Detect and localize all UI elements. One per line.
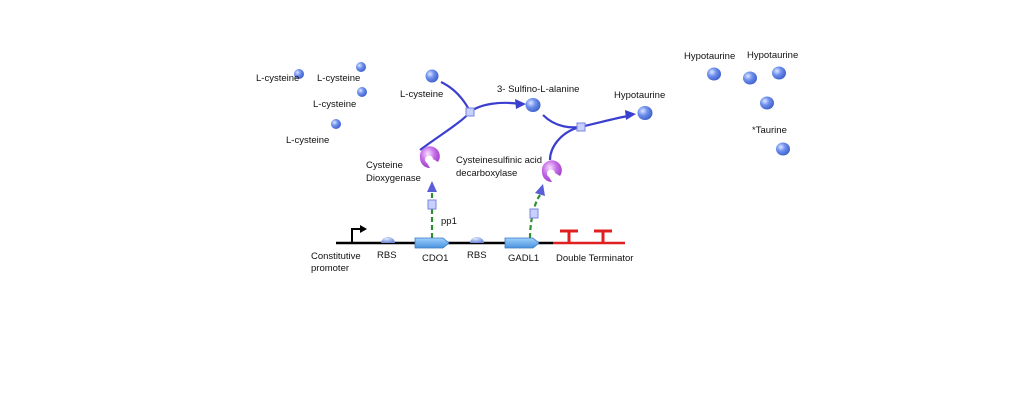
- arrowhead-icon: [535, 184, 545, 196]
- gadl-enzyme-label: Cysteinesulfinic acid: [456, 155, 542, 166]
- terminator-icon: [594, 229, 612, 243]
- cdo-enzyme-label: Dioxygenase: [366, 173, 421, 184]
- cds-icon: [504, 237, 540, 249]
- gadl-enzyme-label: decarboxylase: [456, 168, 517, 179]
- lcysteine-label: L-cysteine: [286, 135, 329, 146]
- pathway-lcysteine-label: L-cysteine: [400, 89, 443, 100]
- enzymes: Cysteine Dioxygenase Cysteinesulfinic ac…: [366, 146, 562, 184]
- molecule-icon: [743, 71, 757, 85]
- molecule-icon: [356, 62, 366, 72]
- hypotaurine-cluster: Hypotaurine Hypotaurine *Taurine: [684, 50, 798, 156]
- molecule-icon: [707, 67, 721, 81]
- molecule-icon: [525, 98, 541, 112]
- terminator-icon: [560, 229, 578, 243]
- reaction-arrow-2-out: [579, 114, 629, 129]
- rbs-icon: [381, 237, 395, 243]
- promoter-label: promoter: [311, 263, 349, 274]
- hypotaurine-label: Hypotaurine: [684, 51, 735, 62]
- sulfinoalanine-label: 3- Sulfino-L-alanine: [497, 84, 579, 95]
- molecule-icon: [760, 96, 774, 110]
- expression-arrows: pp1: [427, 181, 545, 239]
- cdo-enzyme-label: Cysteine: [366, 160, 403, 171]
- promoter-label: Constitutive: [311, 251, 361, 262]
- reaction-arrow-1-branch: [419, 111, 471, 151]
- taurine-label: *Taurine: [752, 125, 787, 136]
- rbs-icon: [470, 237, 484, 243]
- cds-icon: [414, 237, 450, 249]
- pathway-hypotaurine-label: Hypotaurine: [614, 90, 665, 101]
- arrowhead-icon: [427, 181, 437, 192]
- expression-arrow-gadl1: [528, 194, 541, 239]
- reaction-node-icon: [465, 107, 475, 117]
- reaction-arrow-2-branch: [548, 125, 581, 161]
- molecule-icon: [776, 142, 790, 156]
- cdo1-label: CDO1: [422, 253, 448, 264]
- reaction-node-icon: [529, 208, 539, 219]
- arrowhead-icon: [515, 99, 526, 109]
- lcysteine-label: L-cysteine: [256, 73, 299, 84]
- reaction-node-icon: [576, 122, 586, 132]
- molecule-icon: [331, 119, 341, 129]
- molecule-icon: [294, 69, 304, 79]
- molecule-icon: [357, 87, 367, 97]
- rbs-label: RBS: [377, 250, 397, 261]
- reaction-node-icon: [427, 199, 437, 210]
- lcysteine-cluster: L-cysteine L-cysteine L-cysteine L-cyste…: [256, 62, 367, 146]
- terminator-label: Double Terminator: [556, 253, 633, 264]
- lcysteine-label: L-cysteine: [313, 99, 356, 110]
- hypotaurine-label: Hypotaurine: [747, 50, 798, 61]
- genetic-construct: Constitutive promoter RBS CDO1 RBS GADL1…: [311, 225, 633, 274]
- gadl1-label: GADL1: [508, 253, 539, 264]
- pathway-molecules: L-cysteine 3- Sulfino-L-alanine Hypotaur…: [400, 69, 665, 120]
- molecule-icon: [425, 69, 439, 83]
- enzyme-icon: [419, 146, 440, 168]
- promoter-icon: [351, 228, 362, 243]
- molecule-icon: [637, 106, 653, 120]
- reaction-arrow-1-out: [469, 101, 521, 113]
- enzyme-icon: [541, 160, 562, 182]
- lcysteine-label: L-cysteine: [317, 73, 360, 84]
- molecule-icon: [772, 66, 786, 80]
- pp1-label: pp1: [441, 216, 457, 227]
- arrowhead-icon: [625, 110, 636, 120]
- rbs-label: RBS: [467, 250, 487, 261]
- pathway-arrows: [419, 81, 636, 161]
- arrowhead-icon: [360, 225, 367, 233]
- reaction-arrow-2: [542, 114, 581, 129]
